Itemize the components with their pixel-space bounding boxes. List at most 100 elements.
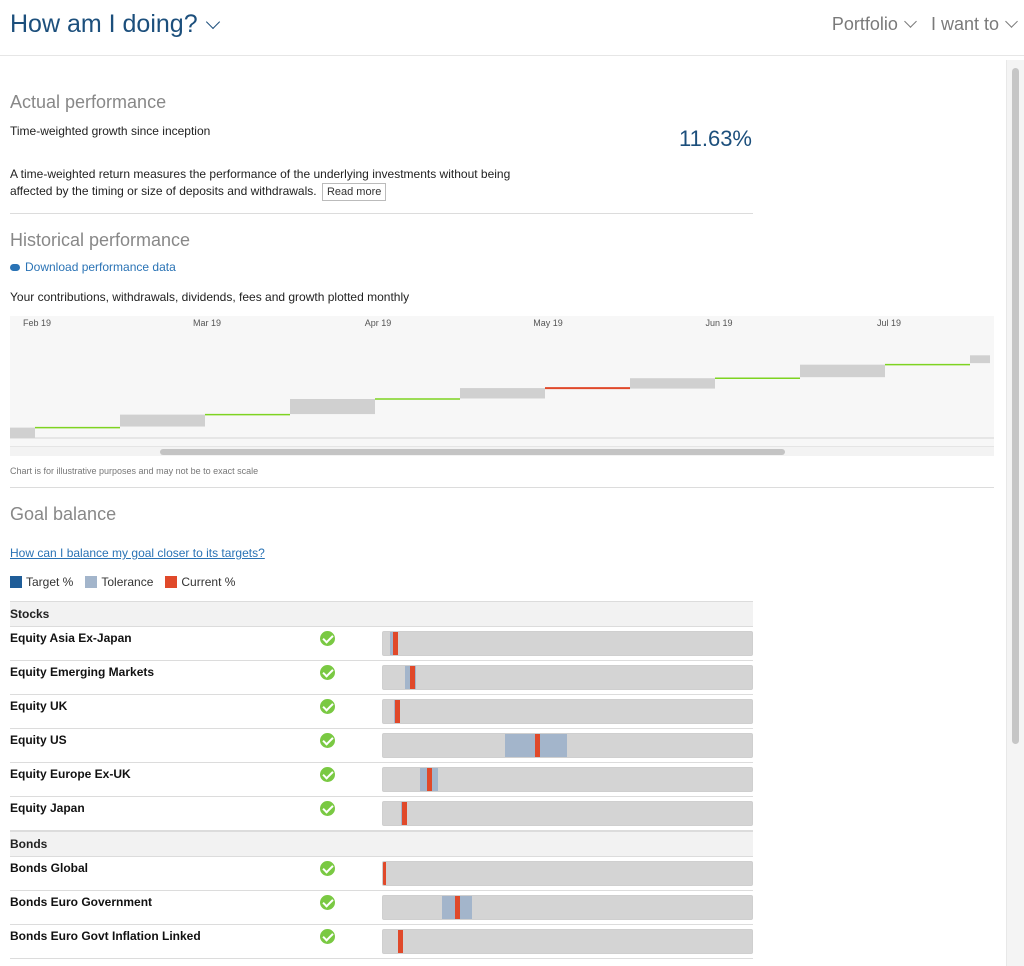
allocation-bar bbox=[382, 929, 753, 954]
check-circle-icon bbox=[320, 801, 335, 816]
allocation-bar bbox=[382, 767, 753, 792]
group-header: Stocks bbox=[10, 601, 753, 627]
current-swatch bbox=[165, 576, 178, 588]
row-label: Bonds Global bbox=[10, 861, 88, 875]
download-performance-label[interactable]: Download performance data bbox=[25, 260, 176, 274]
current-marker bbox=[392, 632, 398, 655]
waterfall-bar bbox=[10, 427, 35, 438]
legend-target-label: Target % bbox=[26, 575, 74, 589]
historical-performance-heading: Historical performance bbox=[10, 230, 191, 250]
waterfall-bar bbox=[970, 355, 990, 364]
section-divider bbox=[10, 213, 753, 214]
table-row: Equity Europe Ex-UK bbox=[10, 763, 753, 797]
month-label: Jun 19 bbox=[705, 318, 732, 328]
chart-horizontal-scrollbar[interactable] bbox=[10, 446, 994, 456]
performance-chart-svg: Feb 19 Mar 19 Apr 19 May 19 Jun 19 Jul 19 bbox=[10, 318, 994, 439]
group-header: Bonds bbox=[10, 831, 753, 857]
row-label: Equity Emerging Markets bbox=[10, 665, 155, 679]
performance-value: 11.63% bbox=[679, 126, 752, 151]
page-header: How am I doing? Portfolio I want to bbox=[0, 0, 1024, 56]
row-label: Equity Japan bbox=[10, 801, 85, 815]
page-title-text[interactable]: How am I doing? bbox=[10, 10, 198, 38]
goal-balance-table: Stocks Equity Asia Ex-Japan Equity Emergin… bbox=[10, 601, 753, 959]
table-row: Equity US bbox=[10, 729, 753, 763]
vertical-scrollbar-thumb[interactable] bbox=[1012, 68, 1019, 744]
goal-balance-heading: Goal balance bbox=[10, 504, 117, 524]
legend-current: Current % bbox=[165, 575, 235, 589]
month-label: May 19 bbox=[533, 318, 563, 328]
nav-i-want-to[interactable]: I want to bbox=[930, 14, 1018, 35]
allocation-bar bbox=[382, 699, 753, 724]
check-circle-icon bbox=[320, 861, 335, 876]
waterfall-bar bbox=[290, 399, 375, 415]
allocation-bar bbox=[382, 801, 753, 826]
chart-scrollbar-thumb[interactable] bbox=[160, 449, 785, 455]
current-marker bbox=[409, 666, 415, 689]
check-circle-icon bbox=[320, 929, 335, 944]
nav-i-want-to-label[interactable]: I want to bbox=[930, 14, 999, 34]
waterfall-bar bbox=[800, 364, 885, 378]
nav-portfolio[interactable]: Portfolio bbox=[831, 14, 917, 35]
table-row: Bonds Global bbox=[10, 857, 753, 891]
current-marker bbox=[394, 700, 400, 723]
allocation-bar bbox=[382, 631, 753, 656]
balance-goal-link[interactable]: How can I balance my goal closer to its … bbox=[10, 546, 265, 560]
month-label: Mar 19 bbox=[193, 318, 221, 328]
row-label: Equity UK bbox=[10, 699, 68, 713]
allocation-bar bbox=[382, 861, 753, 886]
current-marker bbox=[401, 802, 407, 825]
actual-performance-label: Time-weighted growth since inception bbox=[10, 124, 211, 138]
row-label: Equity Europe Ex-UK bbox=[10, 767, 131, 781]
table-row: Equity Asia Ex-Japan bbox=[10, 627, 753, 661]
top-nav: Portfolio I want to bbox=[831, 14, 1018, 35]
table-row: Equity Japan bbox=[10, 797, 753, 831]
legend-target: Target % bbox=[10, 575, 73, 589]
current-marker bbox=[427, 768, 433, 791]
check-circle-icon bbox=[320, 699, 335, 714]
check-circle-icon bbox=[320, 767, 335, 782]
legend-current-label: Current % bbox=[181, 575, 236, 589]
description-text: A time-weighted return measures the perf… bbox=[10, 167, 511, 198]
current-marker bbox=[398, 930, 404, 953]
waterfall-bar bbox=[120, 414, 205, 427]
month-label: Apr 19 bbox=[365, 318, 392, 328]
check-circle-icon bbox=[320, 631, 335, 646]
row-label: Bonds Euro Government bbox=[10, 895, 153, 909]
vertical-scrollbar[interactable] bbox=[1006, 60, 1024, 966]
target-swatch bbox=[10, 576, 22, 588]
check-circle-icon bbox=[320, 733, 335, 748]
waterfall-bar bbox=[630, 378, 715, 389]
chevron-down-icon[interactable] bbox=[205, 14, 220, 29]
nav-portfolio-label[interactable]: Portfolio bbox=[831, 14, 898, 34]
waterfall-bar bbox=[460, 388, 545, 399]
row-label: Equity Asia Ex-Japan bbox=[10, 631, 132, 645]
download-performance-link[interactable]: Download performance data bbox=[10, 260, 176, 274]
check-circle-icon bbox=[320, 665, 335, 680]
current-marker bbox=[535, 734, 541, 757]
chevron-down-icon[interactable] bbox=[1005, 15, 1018, 28]
page-title[interactable]: How am I doing? bbox=[10, 10, 220, 39]
table-row: Equity Emerging Markets bbox=[10, 661, 753, 695]
month-label: Jul 19 bbox=[877, 318, 901, 328]
legend-tolerance: Tolerance bbox=[85, 575, 153, 589]
chart-note: Chart is for illustrative purposes and m… bbox=[10, 466, 259, 476]
goal-legend: Target % Tolerance Current % bbox=[10, 575, 235, 589]
actual-performance-heading: Actual performance bbox=[10, 92, 167, 112]
allocation-bar bbox=[382, 665, 753, 690]
check-circle-icon bbox=[320, 895, 335, 910]
allocation-bar bbox=[382, 733, 753, 758]
table-row: Equity UK bbox=[10, 695, 753, 729]
historical-subtitle: Your contributions, withdrawals, dividen… bbox=[10, 290, 410, 304]
row-label: Bonds Euro Govt Inflation Linked bbox=[10, 929, 201, 943]
cloud-download-icon bbox=[10, 263, 20, 271]
month-label: Feb 19 bbox=[23, 318, 51, 328]
current-marker bbox=[454, 896, 460, 919]
row-label: Equity US bbox=[10, 733, 67, 747]
allocation-bar bbox=[382, 895, 753, 920]
performance-description: A time-weighted return measures the perf… bbox=[10, 166, 530, 201]
section-divider bbox=[10, 487, 994, 488]
read-more-button[interactable]: Read more bbox=[321, 183, 387, 201]
tolerance-swatch bbox=[85, 576, 98, 588]
legend-tolerance-label: Tolerance bbox=[101, 575, 154, 589]
chevron-down-icon[interactable] bbox=[904, 15, 917, 28]
